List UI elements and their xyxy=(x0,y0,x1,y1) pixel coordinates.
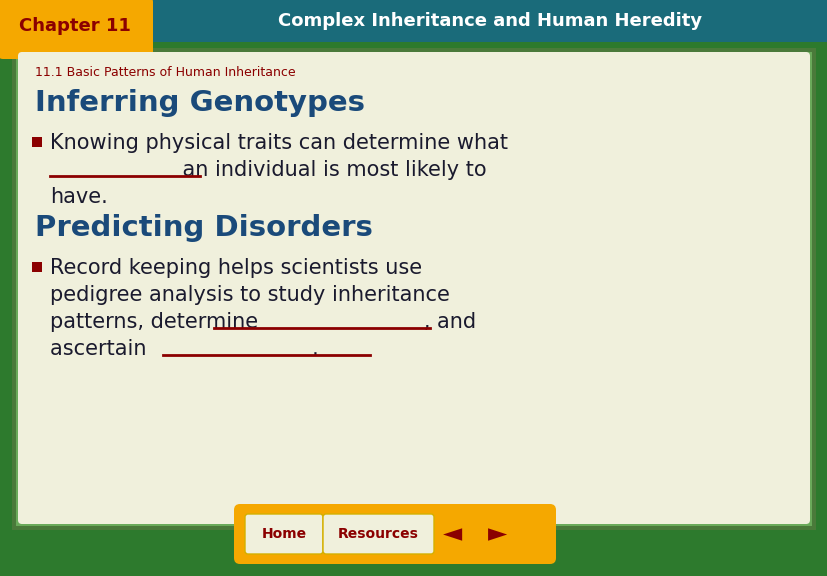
Bar xyxy=(0,0,827,42)
Bar xyxy=(32,262,42,272)
Text: ►: ► xyxy=(488,522,507,546)
FancyBboxPatch shape xyxy=(16,52,811,526)
FancyBboxPatch shape xyxy=(12,48,815,530)
FancyBboxPatch shape xyxy=(0,0,153,59)
FancyBboxPatch shape xyxy=(18,52,809,524)
Text: ascertain                         .: ascertain . xyxy=(50,339,318,359)
Text: Inferring Genotypes: Inferring Genotypes xyxy=(35,89,365,117)
Text: Home: Home xyxy=(261,527,306,541)
Text: Resources: Resources xyxy=(337,527,418,541)
Text: pedigree analysis to study inheritance: pedigree analysis to study inheritance xyxy=(50,285,449,305)
Text: Record keeping helps scientists use: Record keeping helps scientists use xyxy=(50,258,422,278)
Text: Predicting Disorders: Predicting Disorders xyxy=(35,214,372,242)
FancyBboxPatch shape xyxy=(323,514,433,554)
Text: have.: have. xyxy=(50,187,108,207)
FancyBboxPatch shape xyxy=(245,514,323,554)
Text: Chapter 11: Chapter 11 xyxy=(19,17,131,35)
Bar xyxy=(32,137,42,147)
Text: Complex Inheritance and Human Heredity: Complex Inheritance and Human Heredity xyxy=(278,12,701,30)
Text: patterns, determine                         , and: patterns, determine , and xyxy=(50,312,476,332)
Text: Knowing physical traits can determine what: Knowing physical traits can determine wh… xyxy=(50,133,508,153)
FancyBboxPatch shape xyxy=(234,504,555,564)
Text: an individual is most likely to: an individual is most likely to xyxy=(50,160,486,180)
Text: ◄: ◄ xyxy=(442,522,462,546)
Text: 11.1 Basic Patterns of Human Inheritance: 11.1 Basic Patterns of Human Inheritance xyxy=(35,66,295,78)
